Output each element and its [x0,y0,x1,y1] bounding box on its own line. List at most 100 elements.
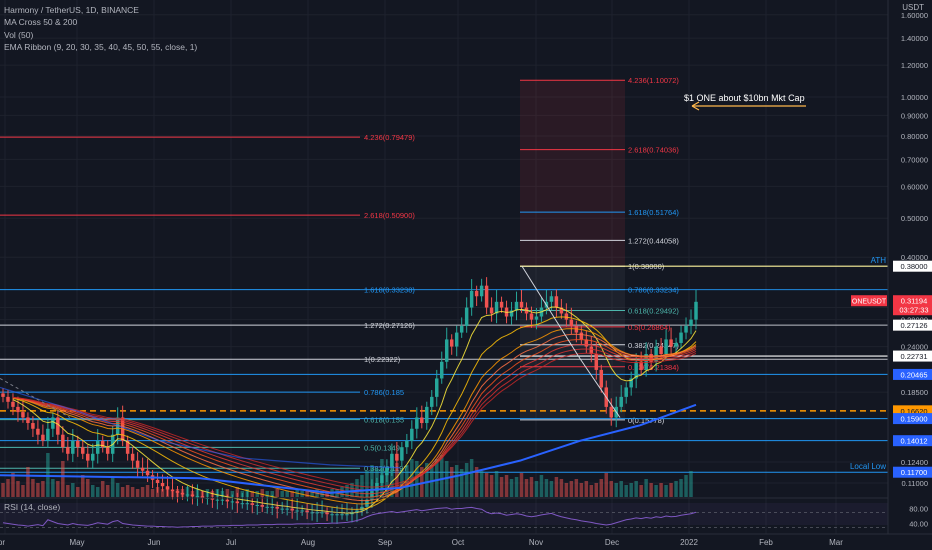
price-tick-label: 0.90000 [901,111,928,120]
candle-body [66,447,70,454]
price-tick-label: 0.60000 [901,182,928,191]
volume-bar [6,479,10,497]
volume-bar [435,459,439,497]
volume-bar [61,461,65,497]
candle-body [100,440,105,448]
candle-body [395,453,399,461]
candle-body [474,290,479,297]
volume-bar [86,479,90,497]
volume-bar [569,481,574,497]
volume-bar [504,475,509,497]
candle-body [449,339,454,347]
ema-line [12,339,697,498]
volume-bar [549,481,554,497]
time-axis: Apr May Jun Jul Aug Sep Oct Nov Dec 2022 Feb Mar [0,533,932,550]
price-axis: 1.60000 1.40000 1.20000 1.00000 0.90000 0.800… [851,0,932,550]
volume-bar [110,477,115,497]
moving-averages [0,265,697,494]
candle-body [270,506,274,508]
candle-body [200,496,205,498]
volume-bar [514,477,519,497]
volume-bar [649,483,653,497]
volume-bar [494,471,499,497]
volume-bar [449,467,454,497]
volume-bar [285,491,289,497]
volume-bar [175,489,180,497]
price-tag [893,260,932,272]
price-tag [893,435,932,447]
volume-bar [664,485,668,497]
volume-bar [150,489,155,497]
price-tag [893,295,932,307]
rsi-tick-label: 40.00 [909,520,928,529]
volume-bar [599,479,604,497]
volume-bar [255,491,260,497]
volume-bar [350,483,354,497]
volume-bar [634,481,638,497]
candle-body [170,489,175,492]
volume-bar [21,485,25,497]
candle-body [225,499,230,502]
candle-body [444,339,449,362]
candle-body [56,417,60,435]
candle-body [639,361,643,370]
candle-body [310,512,314,514]
volume-bar [11,473,15,497]
candle-body [26,417,30,424]
candle-body [325,512,329,515]
annotation-arrow-head [691,101,700,111]
volume-bar [90,485,95,497]
price-tag-label: 03:27:33 [899,306,928,315]
candle-body [435,378,439,397]
volume-bar [629,483,633,497]
candle-body [240,503,245,505]
volume-bar [365,471,369,497]
ema-line [12,333,697,502]
fib-level-label: 0.786(0.33234) [628,286,679,295]
rsi-line [2,506,697,528]
price-tag [893,466,932,478]
volume-bar [420,467,424,497]
fib-level-label: 0.5(0.1349 [364,443,400,452]
candle-body [420,417,424,424]
candle-body [549,296,554,302]
volume-bar [679,479,683,497]
volume-bar [669,483,673,497]
candle-body [255,504,260,506]
annotation: $1 ONE about $10bn Mkt Cap [684,93,806,111]
candle-body [430,396,434,407]
ema-line [12,352,697,488]
candle-body [285,508,289,510]
volume-bar [290,491,294,497]
volume-bar [689,471,693,497]
fib-zone-upper [520,80,625,267]
volume-bar [56,481,60,497]
ema-ribbon [12,306,697,514]
volume-bar [370,465,374,497]
volume-bar [245,489,250,497]
fib-level-label: 0.618(0.29492) [628,307,679,316]
volume-bar [554,477,559,497]
candle-body [6,396,10,402]
candle-body [594,354,599,370]
candle-body [649,354,653,362]
candle-body [410,428,414,441]
candle-body [345,514,349,516]
candle-body [16,406,20,413]
price-tag [893,368,932,380]
candle-body [300,510,304,512]
volume-bar [380,459,384,497]
volume-bar [529,477,534,497]
candle-body [425,406,429,424]
volume-bar [499,477,504,497]
price-tag-label: 0.11700 [901,468,928,477]
candle-body [95,440,100,454]
candle-body [624,387,628,397]
candle-body [669,339,673,347]
volume-bar [684,475,688,497]
volume-bar [31,479,35,497]
price-tick-label: 0.50000 [901,214,928,223]
price-tag-label: 0.22731 [900,352,927,361]
price-tag-label: 0.31194 [901,297,928,306]
